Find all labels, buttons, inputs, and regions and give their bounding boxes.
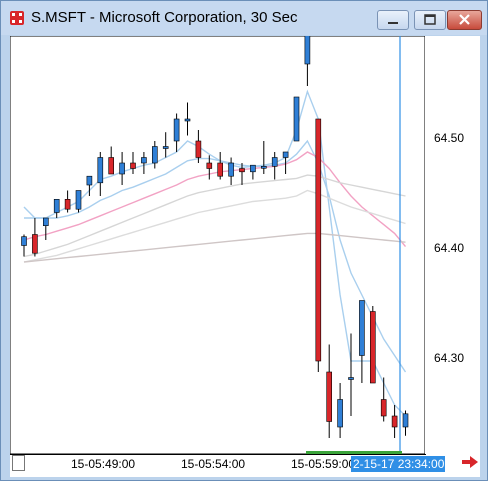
candle-body bbox=[402, 413, 409, 428]
candle-body bbox=[75, 190, 82, 210]
candles bbox=[21, 36, 409, 438]
volume-marker bbox=[306, 451, 402, 455]
price-label: 64.40 bbox=[434, 241, 465, 255]
candle-body bbox=[380, 399, 387, 417]
candle-body bbox=[217, 162, 223, 177]
price-label: 64.50 bbox=[434, 131, 465, 145]
moving-average-line bbox=[23, 232, 406, 263]
candle-body bbox=[228, 162, 234, 177]
maximize-icon bbox=[424, 14, 436, 25]
candle-body bbox=[369, 311, 376, 384]
cursor-time-label: 2-15-17 23:34:00 bbox=[351, 456, 445, 472]
candle-body bbox=[108, 157, 114, 175]
candle-body bbox=[315, 118, 322, 362]
candle-body bbox=[32, 234, 38, 254]
candle-body bbox=[271, 157, 278, 167]
candle-body bbox=[261, 166, 267, 169]
moving-averages bbox=[23, 89, 407, 417]
candle-body bbox=[304, 36, 311, 65]
minimize-button[interactable] bbox=[377, 10, 409, 30]
candle-body bbox=[42, 217, 49, 226]
window-title: S.MSFT - Microsoft Corporation, 30 Sec bbox=[31, 9, 298, 26]
moving-average-line bbox=[23, 89, 406, 417]
time-axis[interactable] bbox=[10, 454, 426, 473]
moving-average-line bbox=[23, 151, 407, 248]
time-label: 15-05:54:00 bbox=[181, 457, 246, 471]
title-bar[interactable]: S.MSFT - Microsoft Corporation, 30 Sec bbox=[1, 1, 487, 35]
candle-body bbox=[293, 96, 300, 142]
candle-body bbox=[282, 151, 289, 158]
scroll-right-arrow-icon[interactable] bbox=[461, 455, 479, 469]
minimize-icon bbox=[388, 22, 398, 24]
close-button[interactable] bbox=[447, 10, 482, 30]
candle-body bbox=[348, 377, 354, 380]
candle-body bbox=[86, 175, 93, 186]
close-icon bbox=[459, 14, 470, 25]
candle-body bbox=[162, 146, 169, 149]
candle-body bbox=[119, 162, 125, 175]
maximize-button[interactable] bbox=[414, 10, 446, 30]
candle-body bbox=[21, 236, 27, 246]
candle-body bbox=[141, 157, 147, 164]
candle-body bbox=[152, 146, 158, 164]
time-label: 15-05:49:00 bbox=[71, 457, 136, 471]
candle-body bbox=[173, 118, 180, 142]
app-icon bbox=[10, 11, 24, 25]
candle-body bbox=[326, 371, 333, 422]
candle-body bbox=[391, 415, 398, 428]
price-label: 64.30 bbox=[434, 351, 465, 365]
candle-body bbox=[337, 399, 343, 428]
candle-body bbox=[359, 300, 365, 356]
moving-average-line bbox=[23, 174, 406, 258]
candle-body bbox=[195, 140, 202, 158]
candle-body bbox=[130, 162, 136, 169]
candle-body bbox=[64, 199, 71, 210]
candle-body bbox=[239, 168, 245, 173]
candle-body bbox=[184, 118, 191, 122]
time-label: 15-05:59:00 bbox=[291, 457, 356, 471]
moving-average-line bbox=[23, 189, 406, 263]
scroll-box[interactable] bbox=[12, 455, 25, 471]
candle-body bbox=[206, 162, 213, 169]
candle-body bbox=[97, 157, 104, 184]
candle-body bbox=[250, 164, 256, 173]
moving-average-line bbox=[24, 139, 407, 373]
candle-body bbox=[53, 199, 60, 213]
price-chart[interactable] bbox=[10, 36, 425, 454]
